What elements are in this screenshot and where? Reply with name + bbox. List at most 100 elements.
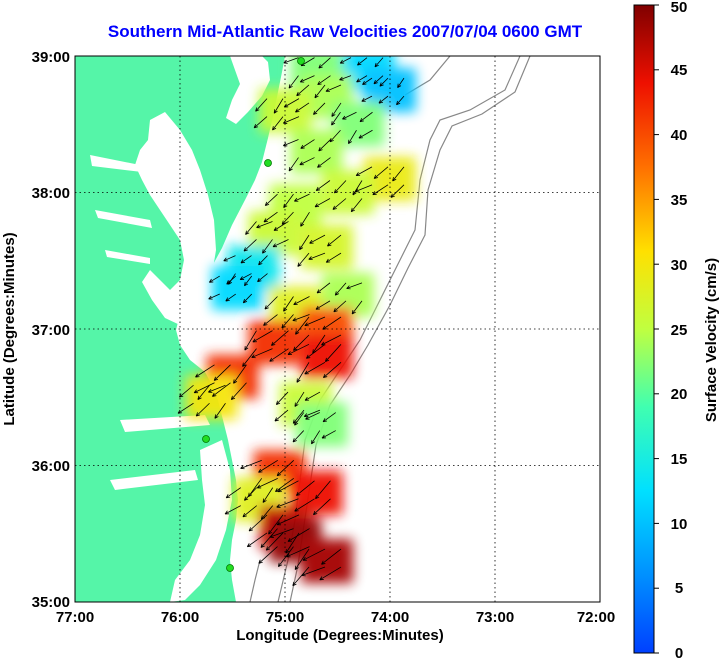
velocity-vector [265,532,284,551]
velocity-vector [208,293,220,300]
colorbar-tick-label: 50 [671,0,688,16]
velocity-vector [240,459,262,470]
velocity-vector [304,361,326,375]
velocity-vector [356,75,368,83]
velocity-vector [271,330,289,346]
velocity-vector [390,184,405,198]
river-west-1 [90,155,142,172]
velocity-cell [290,129,343,174]
velocity-vector [313,102,326,115]
velocity-vector [322,361,342,379]
velocity-vector [315,480,331,500]
velocity-vector [332,198,347,210]
velocity-vector [178,384,194,398]
velocity-vector [244,487,258,501]
velocity-vector [396,95,405,106]
velocity-vector [305,343,326,359]
velocity-vector [244,330,257,351]
velocity-vector [273,98,284,114]
velocity-cell [322,170,374,215]
velocity-vector [276,460,295,477]
velocity-vector [299,75,315,83]
velocity-vector [276,498,299,508]
velocity-vector [283,139,299,147]
y-axis: 39:00 38:00 37:00 36:00 35:00 Latitude (… [1,49,70,611]
velocity-vector [372,184,389,196]
velocity-vector [208,384,226,393]
x-tick-label: 76:00 [161,609,199,626]
x-tick-label: 75:00 [266,609,304,626]
velocity-vector [286,546,310,558]
x-tick-label: 73:00 [476,609,514,626]
velocity-vector [282,116,300,124]
velocity-vector [277,480,299,493]
x-axis-label: Longitude (Degrees:Minutes) [236,627,444,644]
velocity-vector [373,166,389,179]
colorbar-tick-label: 25 [671,322,688,339]
y-tick-label: 37:00 [32,322,70,339]
velocity-vector [339,75,352,81]
velocity-vector [287,343,310,355]
velocity-vector [295,102,310,113]
velocity-vector [263,314,278,326]
chesapeake-bay [135,112,216,325]
velocity-vector [331,102,342,117]
velocity-vector [248,514,268,532]
velocity-vector [212,382,231,397]
x-axis: 77:00 76:00 75:00 74:00 73:00 72:00 Long… [56,609,615,644]
colorbar-label: Surface Velocity (cm/s) [703,258,720,422]
station-marker [297,57,305,65]
velocity-vector [208,275,220,283]
velocity-vector [223,255,236,262]
velocity-vector [351,300,363,315]
velocity-vector [348,130,357,145]
river-west-2 [95,210,152,228]
velocity-vector [230,382,247,401]
velocity-vector [378,95,389,104]
velocity-vector [311,430,321,445]
velocity-vector [268,514,284,535]
y-tick-label: 35:00 [32,594,70,611]
velocity-vector [327,234,342,247]
velocity-vector [299,157,315,166]
velocity-vector [256,221,273,229]
velocity-vector [355,166,373,177]
velocity-vector [318,139,331,152]
station-marker [264,159,272,167]
velocity-vector [193,382,215,394]
velocity-vector [302,548,326,561]
y-tick-label: 39:00 [32,49,70,66]
velocity-vector [244,275,253,287]
velocity-vector [339,57,352,64]
colorbar-tick-label: 30 [671,257,688,274]
velocity-vector [260,528,278,548]
velocity-vector [246,532,268,548]
velocity-vector [373,75,384,85]
velocity-vector [379,77,389,87]
velocity-vector [294,498,315,512]
velocity-vector [295,480,315,496]
river-west-3 [105,250,150,264]
velocity-vector [313,498,331,516]
radar-stations [202,57,305,572]
velocity-vector [257,273,268,283]
velocity-vector [350,198,363,213]
velocity-vector [272,239,289,248]
velocity-vector [258,255,268,266]
velocity-vector [293,296,310,306]
velocity-vector [262,487,274,503]
velocity-vector [334,282,347,296]
velocity-vector [195,364,215,378]
velocity-vector [300,211,310,227]
velocity-vector [239,273,252,281]
colorbar-tick-label: 10 [671,516,688,533]
velocity-vector [242,348,257,367]
velocity-vector [269,348,289,362]
velocity-vector [295,316,310,335]
x-tick-label: 77:00 [56,609,94,626]
velocity-vector [274,409,289,422]
y-axis-label: Latitude (Degrees:Minutes) [1,232,18,425]
velocity-vector [233,364,247,384]
velocity-vector [397,77,405,89]
velocity-vector [256,477,278,489]
